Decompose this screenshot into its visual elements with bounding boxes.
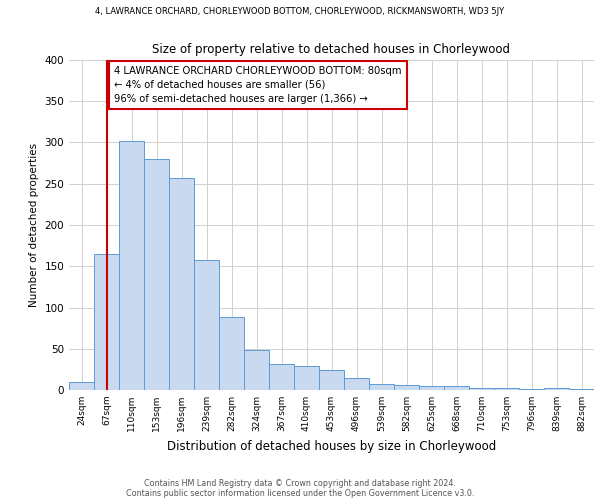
Bar bbox=[119, 141, 144, 390]
Bar bbox=[319, 370, 344, 390]
Text: Contains HM Land Registry data © Crown copyright and database right 2024.: Contains HM Land Registry data © Crown c… bbox=[144, 478, 456, 488]
Bar bbox=[144, 159, 169, 390]
Bar bbox=[294, 366, 319, 390]
Bar bbox=[494, 388, 519, 390]
Text: 4 LAWRANCE ORCHARD CHORLEYWOOD BOTTOM: 80sqm
← 4% of detached houses are smaller: 4 LAWRANCE ORCHARD CHORLEYWOOD BOTTOM: 8… bbox=[114, 66, 401, 104]
Y-axis label: Number of detached properties: Number of detached properties bbox=[29, 143, 39, 307]
Bar bbox=[244, 350, 269, 390]
Bar bbox=[169, 178, 194, 390]
Text: Contains public sector information licensed under the Open Government Licence v3: Contains public sector information licen… bbox=[126, 488, 474, 498]
Bar bbox=[394, 385, 419, 390]
Bar bbox=[269, 364, 294, 390]
Bar bbox=[219, 318, 244, 390]
Text: 4, LAWRANCE ORCHARD, CHORLEYWOOD BOTTOM, CHORLEYWOOD, RICKMANSWORTH, WD3 5JY: 4, LAWRANCE ORCHARD, CHORLEYWOOD BOTTOM,… bbox=[95, 8, 505, 16]
Title: Size of property relative to detached houses in Chorleywood: Size of property relative to detached ho… bbox=[152, 43, 511, 56]
Bar bbox=[344, 378, 369, 390]
Bar bbox=[94, 254, 119, 390]
Bar bbox=[194, 260, 219, 390]
Bar bbox=[419, 386, 444, 390]
Bar bbox=[519, 389, 544, 390]
Bar bbox=[444, 386, 469, 390]
Bar bbox=[544, 388, 569, 390]
Bar bbox=[69, 382, 94, 390]
Bar bbox=[469, 388, 494, 390]
Bar bbox=[369, 384, 394, 390]
Bar bbox=[569, 389, 594, 390]
X-axis label: Distribution of detached houses by size in Chorleywood: Distribution of detached houses by size … bbox=[167, 440, 496, 452]
